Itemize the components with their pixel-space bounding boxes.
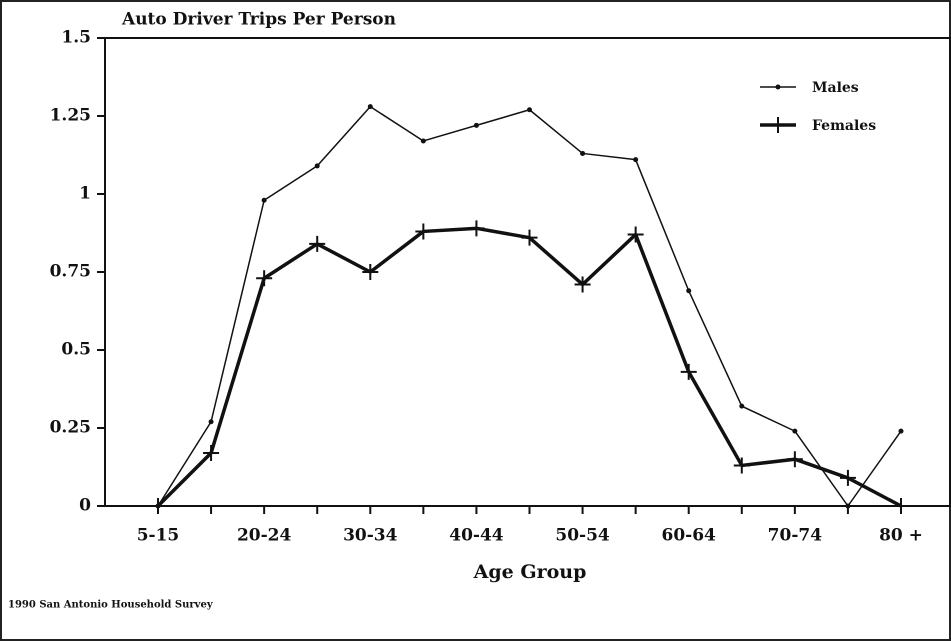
series-line xyxy=(157,105,902,507)
point xyxy=(574,276,591,293)
point xyxy=(362,264,379,280)
legend-marker xyxy=(775,84,781,90)
point xyxy=(150,498,166,514)
point xyxy=(686,288,692,294)
point xyxy=(473,122,479,128)
point xyxy=(468,220,485,237)
x-tick-label: 50-54 xyxy=(555,526,610,546)
point xyxy=(420,138,426,144)
series-line xyxy=(156,226,902,508)
series xyxy=(150,220,909,514)
x-tick-label: 30-34 xyxy=(343,526,398,546)
source-note: 1990 San Antonio Household Survey xyxy=(8,600,214,611)
point xyxy=(256,270,273,287)
point xyxy=(527,107,532,113)
point xyxy=(203,444,220,461)
point xyxy=(739,403,745,409)
x-tick-label: 20-24 xyxy=(237,526,292,546)
y-tick-label: 1 xyxy=(79,184,91,204)
point xyxy=(261,197,267,203)
point xyxy=(845,503,851,509)
point xyxy=(786,451,803,468)
point xyxy=(208,419,214,425)
legend-label: Males xyxy=(812,80,859,96)
point xyxy=(314,163,320,169)
x-tick-label: 5-15 xyxy=(137,526,180,546)
point xyxy=(367,104,373,110)
y-tick-label: 1.5 xyxy=(61,28,91,48)
point xyxy=(521,229,538,246)
y-tick-label: 0.25 xyxy=(50,418,91,438)
series xyxy=(155,104,904,509)
point xyxy=(733,457,750,474)
legend-label: Females xyxy=(812,118,876,134)
y-tick-label: 0 xyxy=(79,496,91,516)
x-tick-label: 40-44 xyxy=(449,526,504,546)
point xyxy=(792,428,798,434)
y-tick-label: 0.75 xyxy=(50,262,91,282)
point xyxy=(309,235,326,252)
point xyxy=(580,150,586,156)
legend-marker xyxy=(770,117,786,133)
point xyxy=(633,157,639,163)
x-tick-label: 80 + xyxy=(879,526,923,546)
y-tick-label: 0.5 xyxy=(61,340,91,360)
point xyxy=(898,428,904,434)
x-axis-label: Age Group xyxy=(473,561,587,583)
plot-area xyxy=(104,37,951,507)
y-tick-label: 1.25 xyxy=(50,106,91,126)
point xyxy=(680,363,697,380)
x-tick-label: 60-64 xyxy=(662,526,717,546)
point xyxy=(893,498,909,514)
x-tick-label: 70-74 xyxy=(768,526,823,546)
chart-title: Auto Driver Trips Per Person xyxy=(121,10,396,30)
point xyxy=(415,223,432,240)
point xyxy=(627,226,644,243)
point xyxy=(839,469,856,486)
